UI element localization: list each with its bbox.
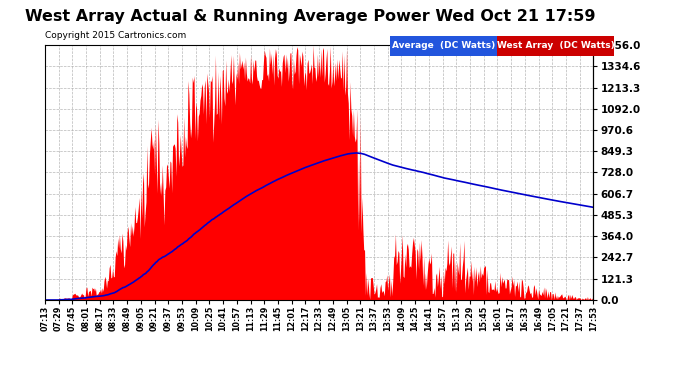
Text: Copyright 2015 Cartronics.com: Copyright 2015 Cartronics.com: [45, 31, 186, 40]
Text: Average  (DC Watts): Average (DC Watts): [392, 42, 495, 51]
Text: West Array  (DC Watts): West Array (DC Watts): [497, 42, 614, 51]
Text: West Array Actual & Running Average Power Wed Oct 21 17:59: West Array Actual & Running Average Powe…: [26, 9, 595, 24]
